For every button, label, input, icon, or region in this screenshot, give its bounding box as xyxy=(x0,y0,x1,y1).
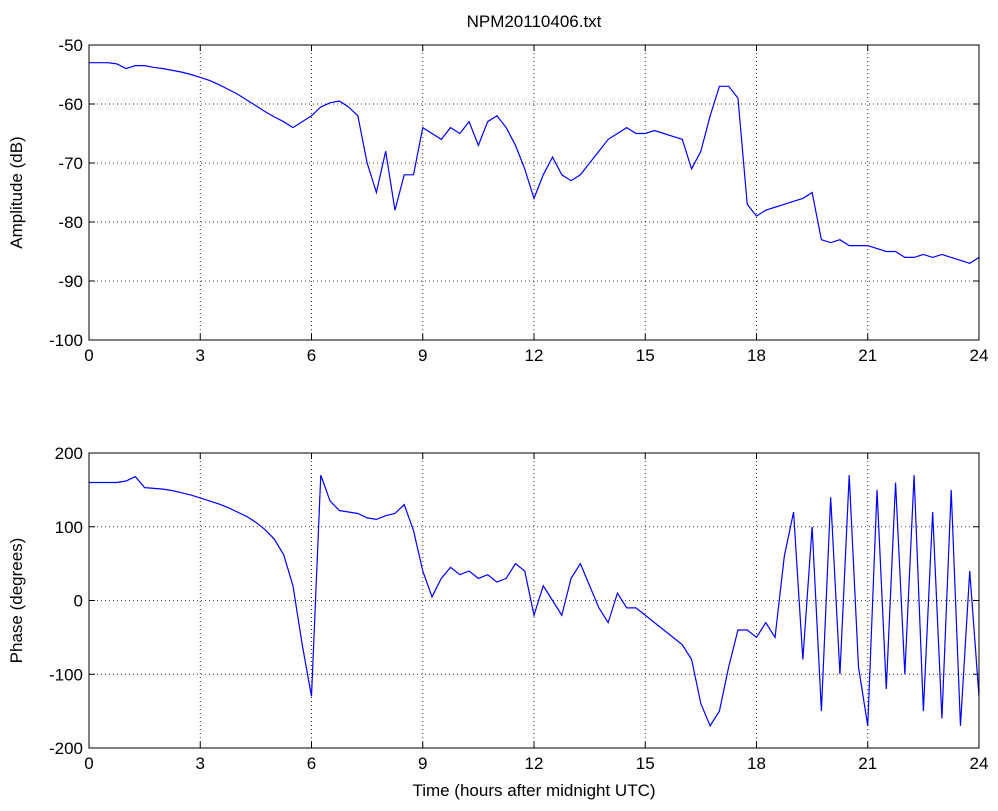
x-tick-label: 12 xyxy=(525,754,544,773)
x-tick-label: 18 xyxy=(747,346,766,365)
x-tick-label: 0 xyxy=(84,754,93,773)
x-tick-label: 12 xyxy=(525,346,544,365)
y-tick-label: -50 xyxy=(58,36,83,55)
y-tick-label: -100 xyxy=(49,665,83,684)
x-tick-label: 6 xyxy=(307,754,316,773)
x-tick-label: 21 xyxy=(858,346,877,365)
x-tick-label: 9 xyxy=(418,754,427,773)
y-axis-label: Amplitude (dB) xyxy=(7,136,26,248)
x-tick-label: 15 xyxy=(636,346,655,365)
x-tick-label: 21 xyxy=(858,754,877,773)
data-line xyxy=(89,62,979,264)
axes-box xyxy=(88,452,980,749)
chart-title: NPM20110406.txt xyxy=(467,12,602,31)
x-tick-label: 6 xyxy=(307,346,316,365)
y-tick-label: -60 xyxy=(58,95,83,114)
y-tick-label: 200 xyxy=(55,444,83,463)
x-axis-label: Time (hours after midnight UTC) xyxy=(412,781,655,800)
y-tick-label: -90 xyxy=(58,272,83,291)
x-tick-label: 15 xyxy=(636,754,655,773)
data-line xyxy=(89,474,979,728)
y-tick-label: -200 xyxy=(49,739,83,758)
x-tick-label: 24 xyxy=(970,346,989,365)
x-tick-label: 3 xyxy=(196,346,205,365)
axes-box xyxy=(88,44,980,341)
y-tick-label: 100 xyxy=(55,518,83,537)
y-axis-label: Phase (degrees) xyxy=(7,538,26,664)
y-tick-label: -100 xyxy=(49,331,83,350)
x-tick-label: 9 xyxy=(418,346,427,365)
x-tick-label: 18 xyxy=(747,754,766,773)
x-tick-label: 24 xyxy=(970,754,989,773)
x-tick-label: 3 xyxy=(196,754,205,773)
y-tick-label: -70 xyxy=(58,154,83,173)
y-tick-label: 0 xyxy=(74,592,83,611)
x-tick-label: 0 xyxy=(84,346,93,365)
y-tick-label: -80 xyxy=(58,213,83,232)
